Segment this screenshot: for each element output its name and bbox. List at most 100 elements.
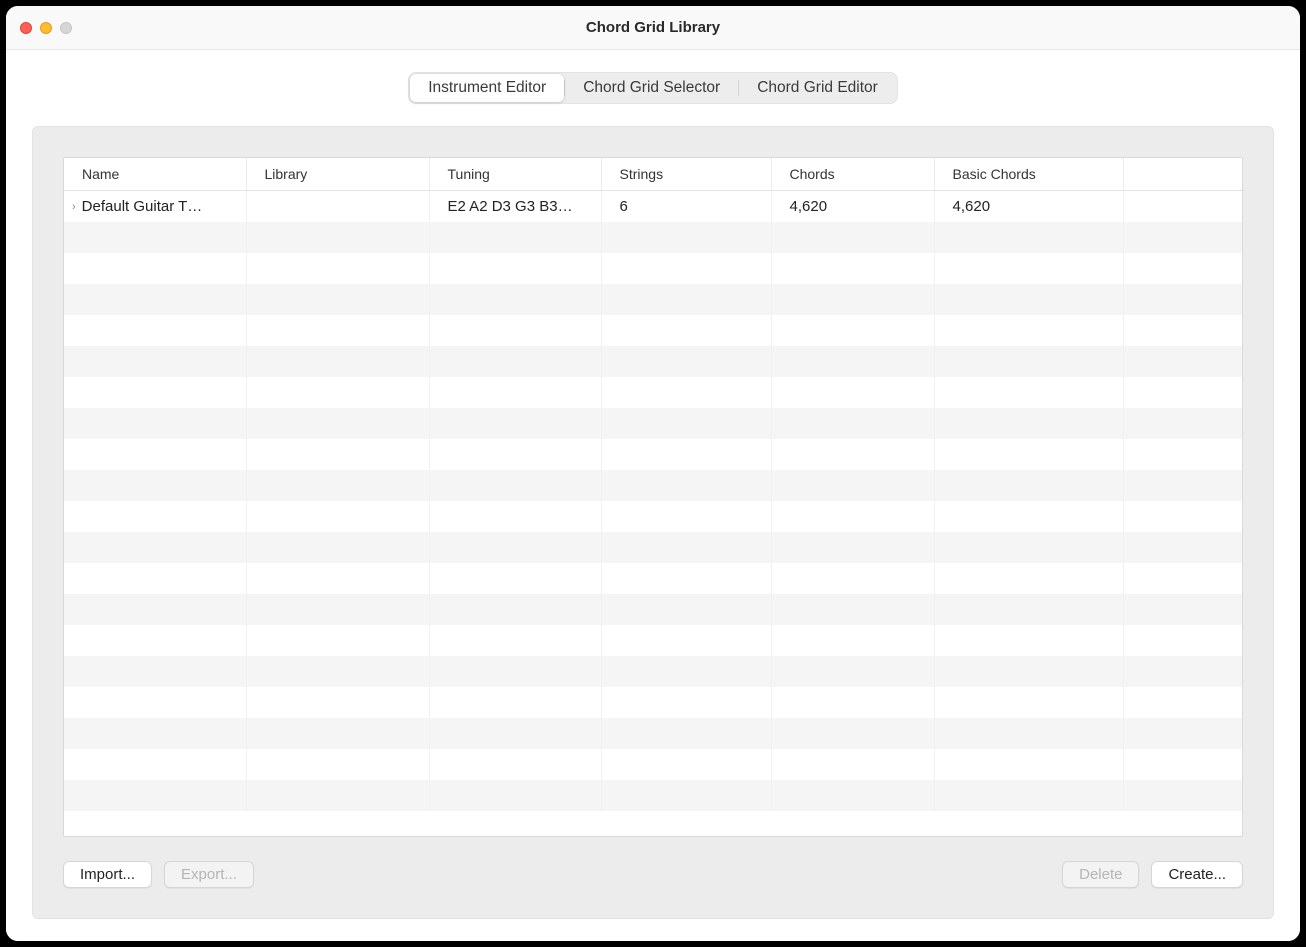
table-cell — [246, 656, 429, 687]
table-cell — [429, 315, 601, 346]
table-cell — [429, 718, 601, 749]
table-cell — [1123, 315, 1242, 346]
table-cell — [246, 408, 429, 439]
table-cell — [64, 284, 246, 315]
table-cell — [429, 222, 601, 253]
table-cell — [246, 780, 429, 811]
table-cell — [246, 532, 429, 563]
table-cell — [601, 687, 771, 718]
column-header[interactable] — [1123, 158, 1242, 191]
table-cell — [601, 749, 771, 780]
table-cell — [64, 315, 246, 346]
table-cell — [601, 625, 771, 656]
column-header[interactable]: Strings — [601, 158, 771, 191]
table-cell: 4,620 — [934, 191, 1123, 222]
table-cell — [934, 470, 1123, 501]
table-cell — [246, 718, 429, 749]
table-cell — [771, 377, 934, 408]
table-cell — [771, 718, 934, 749]
table-cell — [934, 718, 1123, 749]
table-cell — [429, 625, 601, 656]
table-cell — [64, 377, 246, 408]
export-button[interactable]: Export... — [164, 861, 254, 888]
table-cell — [1123, 501, 1242, 532]
table-row — [64, 346, 1242, 377]
table-cell — [1123, 718, 1242, 749]
table-cell — [771, 687, 934, 718]
chevron-right-icon[interactable]: › — [72, 201, 76, 213]
close-icon[interactable] — [20, 22, 32, 34]
table-cell — [601, 780, 771, 811]
table-row — [64, 439, 1242, 470]
table-cell — [1123, 408, 1242, 439]
table-cell — [246, 470, 429, 501]
tab-chord-grid-selector[interactable]: Chord Grid Selector — [565, 74, 738, 102]
table-cell — [246, 222, 429, 253]
delete-button[interactable]: Delete — [1062, 861, 1139, 888]
table-cell — [934, 656, 1123, 687]
table-cell — [934, 315, 1123, 346]
table-cell — [64, 408, 246, 439]
column-header[interactable]: Name — [64, 158, 246, 191]
table-cell — [246, 749, 429, 780]
column-header[interactable]: Library — [246, 158, 429, 191]
column-header[interactable]: Chords — [771, 158, 934, 191]
table-cell — [1123, 625, 1242, 656]
tab-instrument-editor[interactable]: Instrument Editor — [410, 74, 564, 102]
table-cell — [601, 222, 771, 253]
import-button[interactable]: Import... — [63, 861, 152, 888]
table-cell — [429, 470, 601, 501]
table-cell — [771, 346, 934, 377]
table-cell — [601, 470, 771, 501]
table-row[interactable]: ›Default Guitar T…E2 A2 D3 G3 B3…64,6204… — [64, 191, 1242, 222]
table-cell — [601, 408, 771, 439]
table-cell — [429, 284, 601, 315]
table-cell — [64, 253, 246, 284]
table-cell: 6 — [601, 191, 771, 222]
table-cell — [429, 439, 601, 470]
content-area: Instrument Editor Chord Grid Selector Ch… — [6, 50, 1300, 941]
table-cell — [1123, 687, 1242, 718]
table-cell — [771, 656, 934, 687]
table-cell — [429, 408, 601, 439]
table-cell — [429, 563, 601, 594]
table-cell — [1123, 222, 1242, 253]
table-row — [64, 222, 1242, 253]
table-cell — [246, 439, 429, 470]
table-cell — [246, 625, 429, 656]
table-cell — [429, 594, 601, 625]
table-row — [64, 470, 1242, 501]
maximize-icon — [60, 22, 72, 34]
table-cell — [601, 315, 771, 346]
table-cell — [934, 625, 1123, 656]
table-cell — [246, 563, 429, 594]
table-cell — [64, 501, 246, 532]
table-cell — [1123, 594, 1242, 625]
table-cell — [64, 470, 246, 501]
window-title: Chord Grid Library — [6, 19, 1300, 36]
table-cell — [1123, 284, 1242, 315]
table-cell — [771, 408, 934, 439]
table-cell — [601, 377, 771, 408]
column-header[interactable]: Tuning — [429, 158, 601, 191]
create-button[interactable]: Create... — [1151, 861, 1243, 888]
table-cell: 4,620 — [771, 191, 934, 222]
footer: Import... Export... Delete Create... — [63, 861, 1243, 888]
table-cell — [771, 253, 934, 284]
table-cell — [429, 656, 601, 687]
table-cell — [771, 625, 934, 656]
table-cell — [246, 594, 429, 625]
table-cell — [429, 749, 601, 780]
table-cell — [64, 346, 246, 377]
tab-chord-grid-editor[interactable]: Chord Grid Editor — [739, 74, 896, 102]
column-header[interactable]: Basic Chords — [934, 158, 1123, 191]
table-cell — [601, 346, 771, 377]
table-row — [64, 780, 1242, 811]
table-cell — [1123, 780, 1242, 811]
table-row — [64, 687, 1242, 718]
minimize-icon[interactable] — [40, 22, 52, 34]
tab-label: Instrument Editor — [428, 79, 546, 96]
table-cell — [64, 439, 246, 470]
table-cell — [934, 439, 1123, 470]
table-cell — [64, 687, 246, 718]
